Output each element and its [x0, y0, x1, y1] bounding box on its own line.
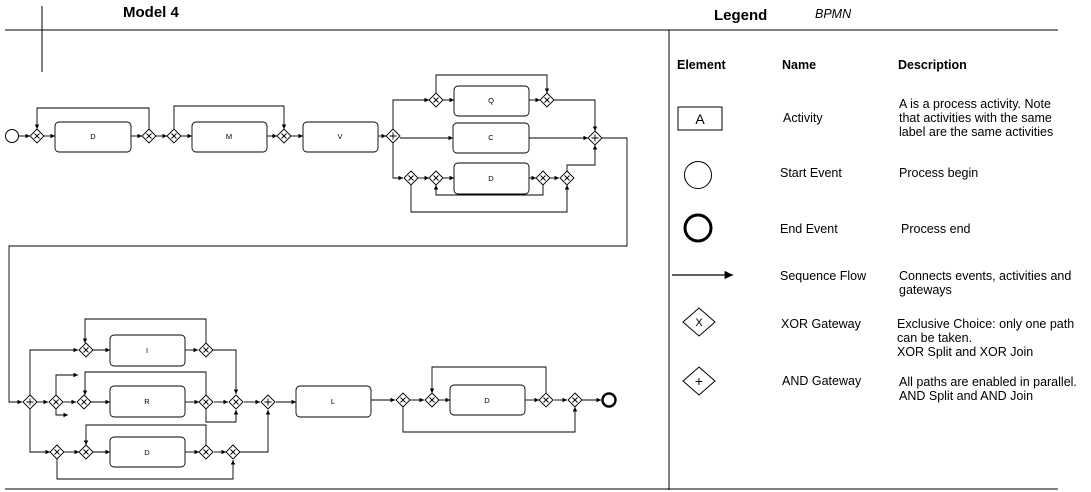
legend-name-xor-gateway: XOR Gateway	[781, 317, 861, 331]
legend-and-gateway-symbol-label: +	[695, 373, 703, 389]
activity-label: V	[337, 132, 342, 141]
legend-xor-gateway-symbol	[682, 307, 716, 337]
legend-description-end-event: Process end	[901, 222, 970, 236]
activity-label: L	[331, 397, 335, 406]
gateways	[22, 92, 603, 460]
xor-gateway	[198, 444, 214, 460]
activity-box	[449, 384, 526, 416]
frame	[5, 6, 1058, 490]
activity-box	[109, 385, 186, 418]
legend-activity-symbol-label: A	[695, 111, 705, 127]
xor-gateway	[539, 92, 555, 108]
activity-box	[109, 334, 186, 367]
model-title: Model 4	[123, 4, 179, 21]
sequence-flows	[8, 74, 628, 480]
legend-header-name: Name	[782, 58, 817, 72]
legend-name-start-event: Start Event	[780, 166, 842, 180]
activity-box	[452, 122, 530, 154]
activity-box	[54, 121, 132, 153]
legend-xor-gateway-symbol-label: X	[695, 317, 703, 329]
activities	[54, 85, 530, 468]
activity-box	[295, 385, 372, 418]
description-line: Exclusive Choice: only one path	[897, 317, 1075, 331]
xor-gateway	[428, 170, 444, 186]
legend-activity-symbol	[677, 106, 723, 131]
legend-title: Legend	[714, 7, 768, 24]
activity-box	[453, 162, 530, 195]
notation-label: BPMN	[815, 7, 852, 21]
activity-label: I	[146, 346, 148, 355]
and-gateway	[260, 394, 276, 410]
xor-gateway	[29, 128, 45, 144]
activity-box	[109, 436, 186, 468]
legend-symbols: A X +	[672, 106, 733, 396]
legend-description-activity: A is a process activity. Note that activ…	[899, 97, 1053, 139]
xor-gateway	[538, 392, 554, 408]
legend-end-event-symbol	[683, 213, 713, 243]
xor-gateway	[198, 342, 214, 358]
activity-label: Q	[488, 96, 494, 105]
and-gateway	[385, 128, 401, 144]
legend-description-start-event: Process begin	[899, 166, 978, 180]
xor-gateway	[49, 444, 65, 460]
activity-box	[191, 121, 268, 153]
description-line: XOR Split and XOR Join	[897, 345, 1034, 359]
description-line: AND Split and AND Join	[899, 389, 1034, 403]
xor-gateway	[166, 128, 182, 144]
legend-name-sequence-flow: Sequence Flow	[780, 269, 867, 283]
legend-and-gateway-symbol	[682, 366, 716, 396]
activity-label: D	[484, 396, 490, 405]
description-line: label are the same activities	[899, 125, 1054, 139]
description-line: can be taken.	[897, 331, 973, 345]
legend-header-description: Description	[898, 58, 967, 72]
end-event	[601, 392, 617, 408]
xor-gateway	[78, 444, 94, 460]
xor-gateway	[228, 394, 244, 410]
description-line: gateways	[899, 283, 952, 297]
xor-gateway	[567, 392, 583, 408]
description-line: Process begin	[899, 166, 979, 180]
description-line: All paths are enabled in parallel.	[899, 375, 1077, 389]
and-gateway	[587, 130, 603, 146]
legend-description-and-gateway: All paths are enabled in parallel. AND S…	[899, 375, 1077, 403]
legend-start-event-symbol	[684, 161, 712, 189]
xor-gateway	[78, 342, 94, 358]
legend-description-sequence-flow: Connects events, activities and gateways	[899, 269, 1071, 297]
legend-name-activity: Activity	[783, 111, 823, 125]
xor-gateway	[424, 392, 440, 408]
activity-label: D	[488, 174, 494, 183]
xor-gateway	[48, 394, 64, 410]
description-line: that activities with the same	[899, 111, 1052, 125]
xor-gateway	[559, 170, 575, 186]
activity-label: M	[226, 132, 232, 141]
activity-label: R	[144, 397, 150, 406]
xor-gateway	[198, 394, 214, 410]
description-line: A is a process activity. Note	[899, 97, 1051, 111]
activity-label: C	[488, 133, 494, 142]
xor-gateway	[276, 128, 292, 144]
and-gateway	[22, 394, 38, 410]
xor-gateway	[76, 394, 92, 410]
activity-box	[302, 121, 379, 153]
description-line: Connects events, activities and	[899, 269, 1072, 283]
activity-label: D	[90, 132, 96, 141]
legend-header-element: Element	[677, 58, 726, 72]
legend-name-and-gateway: AND Gateway	[782, 374, 862, 388]
activity-box	[453, 85, 530, 117]
activity-labels: D M V Q C D I R D L D	[90, 96, 494, 457]
xor-gateway	[395, 392, 411, 408]
legend-description-xor-gateway: Exclusive Choice: only one path can be t…	[897, 317, 1074, 359]
start-event	[5, 129, 19, 143]
legend-name-end-event: End Event	[780, 222, 838, 236]
xor-gateway	[535, 170, 551, 186]
xor-gateway	[141, 128, 157, 144]
xor-gateway	[428, 92, 444, 108]
activity-label: D	[144, 448, 150, 457]
description-line: Process end	[901, 222, 971, 236]
xor-gateway	[403, 170, 419, 186]
xor-gateway	[225, 444, 241, 460]
